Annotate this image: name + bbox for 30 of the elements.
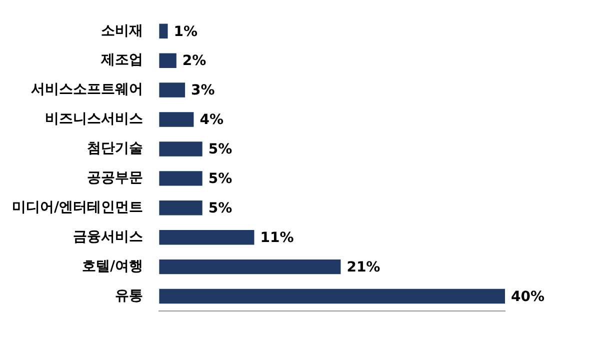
data-label: 5% <box>208 171 232 188</box>
data-label: 4% <box>200 112 224 128</box>
bar <box>159 82 186 98</box>
bar <box>159 230 254 245</box>
y-tick-label: 금융서비스 <box>73 228 144 245</box>
bar <box>159 288 505 304</box>
data-label: 2% <box>182 53 206 70</box>
y-tick-label: 서비스소프트웨어 <box>31 82 144 98</box>
data-label: 1% <box>174 24 198 40</box>
data-label: 5% <box>208 200 232 217</box>
bar <box>159 53 176 68</box>
bar <box>159 171 202 186</box>
y-tick-label: 공공부문 <box>87 170 144 186</box>
y-tick-label: 소비재 <box>101 22 144 39</box>
data-label: 40% <box>511 288 545 305</box>
bar <box>159 112 194 127</box>
bar <box>159 24 168 38</box>
y-tick-label: 유통 <box>115 288 144 304</box>
data-label: 21% <box>346 259 380 276</box>
data-label: 3% <box>191 82 215 99</box>
y-tick-label: 호텔/여행 <box>82 258 144 274</box>
bar <box>159 200 202 216</box>
bar <box>159 259 341 274</box>
y-tick-label: 첨단기술 <box>87 140 144 157</box>
y-tick-label: 미디어/엔터테인먼트 <box>12 200 144 216</box>
data-label: 11% <box>260 230 294 246</box>
bar <box>159 142 202 156</box>
y-tick-label: 비즈니스서비스 <box>45 111 144 128</box>
y-tick-label: 제조업 <box>100 52 144 68</box>
data-label: 5% <box>208 142 232 158</box>
